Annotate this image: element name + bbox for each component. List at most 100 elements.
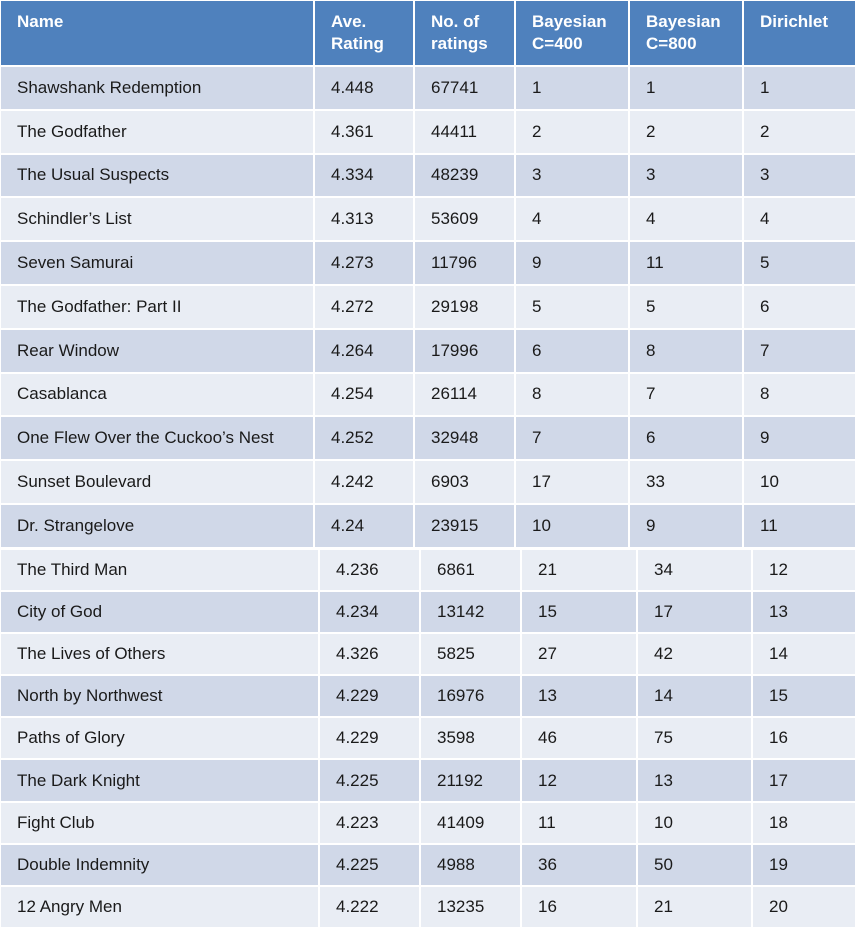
cell-name: Rear Window [1,329,313,372]
cell-bayesian-c800: 7 [630,373,742,416]
cell-dirichlet: 4 [744,198,855,241]
cell-bayesian-c800: 6 [630,417,742,460]
cell-bayesian-c400: 5 [516,286,628,328]
cell-num-ratings: 6903 [415,461,514,503]
cell-dirichlet: 15 [753,676,855,717]
cell-name: Shawshank Redemption [1,67,313,109]
cell-bayesian-c400: 16 [522,886,636,927]
cell-bayesian-c800: 9 [630,505,742,547]
cell-num-ratings: 23915 [415,505,514,547]
cell-ave-rating: 4.334 [315,154,413,197]
cell-name: City of God [1,591,318,633]
header-name: Name [1,1,313,65]
cell-num-ratings: 11796 [415,242,514,284]
cell-num-ratings: 44411 [415,110,514,153]
cell-bayesian-c800: 5 [630,286,742,328]
cell-ave-rating: 4.225 [320,760,419,801]
cell-ave-rating: 4.254 [315,373,413,416]
header-dirichlet: Dirichlet [744,1,855,65]
cell-dirichlet: 18 [753,802,855,843]
cell-bayesian-c400: 13 [522,676,636,717]
cell-bayesian-c400: 11 [522,802,636,843]
cell-dirichlet: 6 [744,286,855,328]
cell-bayesian-c800: 11 [630,242,742,284]
cell-bayesian-c800: 10 [638,802,751,843]
cell-bayesian-c400: 6 [516,329,628,372]
cell-name: The Lives of Others [1,634,318,675]
cell-bayesian-c400: 17 [516,461,628,503]
cell-bayesian-c800: 13 [638,760,751,801]
cell-bayesian-c800: 4 [630,198,742,241]
cell-bayesian-c400: 9 [516,242,628,284]
cell-num-ratings: 6861 [421,549,520,590]
cell-dirichlet: 11 [744,505,855,547]
cell-num-ratings: 32948 [415,417,514,460]
cell-dirichlet: 17 [753,760,855,801]
cell-ave-rating: 4.222 [320,886,419,927]
cell-name: The Godfather [1,110,313,153]
cell-ave-rating: 4.273 [315,242,413,284]
cell-name: Dr. Strangelove [1,505,313,547]
cell-ave-rating: 4.448 [315,67,413,109]
cell-bayesian-c400: 15 [522,591,636,633]
cell-name: The Dark Knight [1,760,318,801]
cell-name: North by Northwest [1,676,318,717]
cell-name: The Usual Suspects [1,154,313,197]
cell-num-ratings: 21192 [421,760,520,801]
cell-bayesian-c800: 50 [638,844,751,885]
cell-ave-rating: 4.252 [315,417,413,460]
cell-dirichlet: 10 [744,461,855,503]
cell-bayesian-c400: 8 [516,373,628,416]
cell-bayesian-c400: 36 [522,844,636,885]
cell-ave-rating: 4.229 [320,718,419,759]
cell-ave-rating: 4.225 [320,844,419,885]
cell-name: One Flew Over the Cuckoo’s Nest [1,417,313,460]
cell-dirichlet: 14 [753,634,855,675]
cell-bayesian-c800: 8 [630,329,742,372]
cell-name: Fight Club [1,802,318,843]
cell-ave-rating: 4.24 [315,505,413,547]
cell-num-ratings: 17996 [415,329,514,372]
cell-bayesian-c400: 1 [516,67,628,109]
cell-name: 12 Angry Men [1,886,318,927]
cell-ave-rating: 4.272 [315,286,413,328]
cell-num-ratings: 67741 [415,67,514,109]
cell-bayesian-c400: 27 [522,634,636,675]
cell-num-ratings: 4988 [421,844,520,885]
cell-bayesian-c800: 33 [630,461,742,503]
cell-bayesian-c800: 1 [630,67,742,109]
cell-dirichlet: 7 [744,329,855,372]
cell-num-ratings: 5825 [421,634,520,675]
cell-name: Seven Samurai [1,242,313,284]
cell-bayesian-c400: 3 [516,154,628,197]
cell-bayesian-c800: 2 [630,110,742,153]
cell-num-ratings: 29198 [415,286,514,328]
cell-name: The Third Man [1,549,318,590]
cell-ave-rating: 4.326 [320,634,419,675]
cell-num-ratings: 13142 [421,591,520,633]
cell-dirichlet: 1 [744,67,855,109]
cell-ave-rating: 4.229 [320,676,419,717]
cell-num-ratings: 53609 [415,198,514,241]
cell-ave-rating: 4.264 [315,329,413,372]
cell-dirichlet: 2 [744,110,855,153]
cell-dirichlet: 8 [744,373,855,416]
cell-name: Schindler’s List [1,198,313,241]
cell-dirichlet: 20 [753,886,855,927]
cell-dirichlet: 13 [753,591,855,633]
cell-dirichlet: 3 [744,154,855,197]
cell-dirichlet: 9 [744,417,855,460]
cell-bayesian-c800: 34 [638,549,751,590]
cell-bayesian-c800: 3 [630,154,742,197]
cell-num-ratings: 16976 [421,676,520,717]
cell-num-ratings: 3598 [421,718,520,759]
cell-bayesian-c400: 7 [516,417,628,460]
cell-num-ratings: 48239 [415,154,514,197]
cell-num-ratings: 26114 [415,373,514,416]
cell-dirichlet: 16 [753,718,855,759]
cell-bayesian-c400: 12 [522,760,636,801]
cell-name: The Godfather: Part II [1,286,313,328]
cell-ave-rating: 4.313 [315,198,413,241]
cell-bayesian-c800: 75 [638,718,751,759]
